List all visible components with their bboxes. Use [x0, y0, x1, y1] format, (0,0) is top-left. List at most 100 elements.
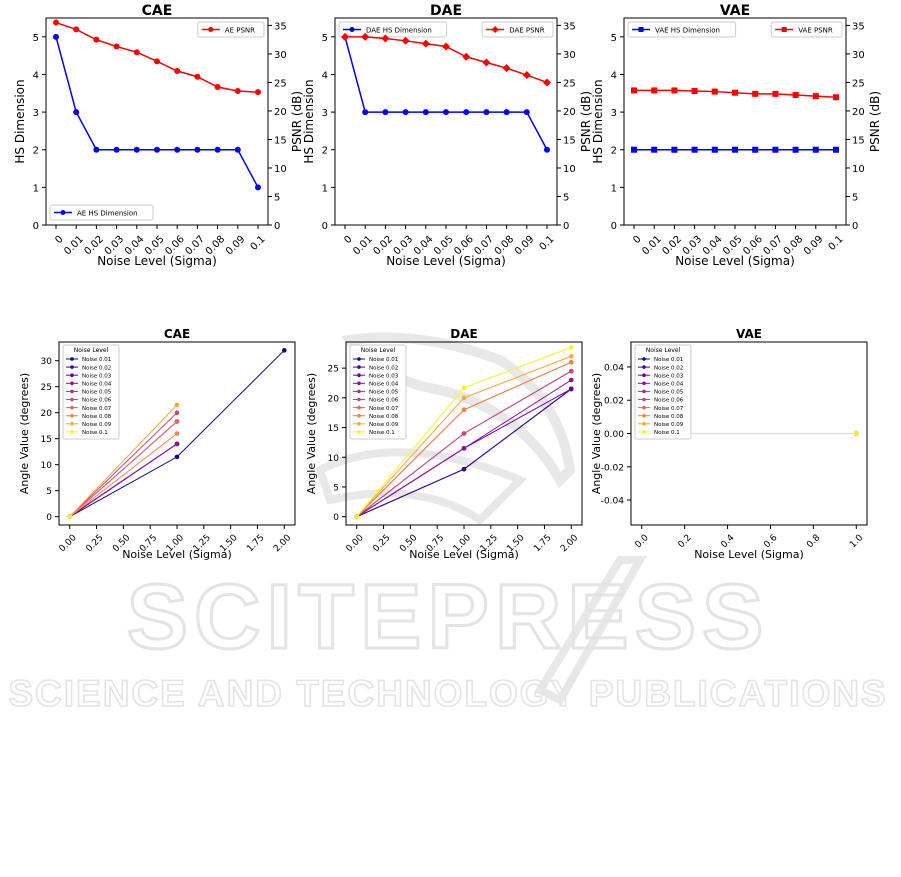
y2-tick-label: 35 [563, 21, 576, 32]
data-point [463, 109, 470, 116]
legend-label: Noise 0.02 [369, 365, 398, 371]
x-tick-label: 0.25 [371, 533, 392, 554]
y-axis-label: Angle Value (degrees) [305, 373, 318, 494]
legend-swatch-marker [642, 413, 646, 418]
x-tick-label: 0.1 [827, 234, 846, 253]
data-point [568, 377, 574, 383]
y-tick-label: 0 [611, 221, 617, 232]
legend-label: Noise 0.09 [82, 422, 112, 428]
data-point [154, 58, 160, 65]
data-point [174, 441, 180, 447]
y-tick-label: 25 [41, 383, 52, 393]
legend-label: Noise 0.01 [369, 357, 398, 363]
data-point [67, 514, 73, 519]
y-axis-label: HS Dimension [591, 79, 605, 163]
legend-swatch-marker [357, 413, 361, 418]
data-point [544, 146, 550, 153]
legend-swatch-marker [357, 365, 361, 369]
x-tick-label: 0.2 [677, 533, 694, 550]
y-tick-label: 1 [322, 183, 328, 194]
legend-label: Noise 0.05 [82, 390, 112, 396]
y-tick-label: -0.04 [601, 497, 625, 507]
plot-frame [45, 17, 269, 226]
data-point [752, 146, 759, 153]
data-point [631, 146, 637, 153]
legend-label: Noise 0.1 [82, 430, 108, 436]
legend-swatch-marker [357, 422, 361, 426]
legend-swatch-marker [70, 373, 74, 378]
y2-tick-label: 5 [274, 192, 280, 203]
legend-label: Noise 0.03 [654, 373, 684, 379]
y2-tick-label: 30 [563, 50, 576, 61]
x-tick-label: 0.09 [802, 234, 826, 258]
data-point [401, 36, 410, 45]
data-point [381, 34, 390, 43]
series-noise-4 [67, 441, 180, 519]
data-point [792, 146, 799, 153]
legend-swatch-marker [642, 389, 646, 394]
data-point [93, 146, 100, 153]
x-tick-label: 1.75 [532, 533, 553, 554]
y-tick-label: 0 [322, 221, 328, 232]
series-noise-10 [354, 345, 574, 519]
y-tick-label: 3 [611, 108, 617, 119]
y-tick-label: 10 [41, 461, 53, 471]
data-point [691, 87, 698, 94]
y-tick-label: 5 [333, 483, 339, 493]
data-point [671, 87, 678, 94]
legend-swatch-marker [642, 430, 646, 434]
legend-swatch-marker [357, 381, 361, 386]
x-tick-label: 1.0 [848, 533, 865, 550]
legend-swatch-marker [70, 397, 74, 402]
data-point [255, 184, 261, 191]
chart-title: VAE [736, 327, 762, 341]
data-point [523, 109, 530, 116]
legend-swatch-marker [642, 422, 646, 426]
x-tick-label: 0.01 [351, 234, 375, 258]
legend-label: Noise 0.03 [82, 373, 112, 379]
legend-label: Noise 0.06 [82, 398, 112, 404]
series-hs-dimension [342, 33, 550, 153]
data-point [568, 359, 574, 365]
legend: AE HS Dimension [49, 204, 154, 221]
x-axis-label: Noise Level (Sigma) [409, 548, 519, 561]
y-tick-label: 4 [33, 70, 39, 81]
x-tick-label: 0 [53, 234, 65, 246]
legend-swatch-marker [357, 389, 361, 394]
data-point [461, 395, 467, 401]
legend-frame [197, 21, 265, 38]
y-tick-label: 10 [328, 454, 340, 464]
data-point [732, 89, 738, 96]
legend-title: Noise Level [646, 347, 681, 354]
legend-label: Noise 0.04 [369, 382, 399, 388]
legend: Noise Level Noise 0.01 Noise 0.02 Noise 0.0… [62, 344, 120, 440]
y2-axis-label: PSNR (dB) [868, 91, 882, 152]
y-tick-label: 1 [611, 183, 617, 194]
x-tick-label: 0.01 [640, 234, 664, 258]
bottom-chart-3: VAE-0.04-0.020.000.020.040.0 0.2 0.4 0.6 0.8… [590, 327, 868, 561]
legend-frame [770, 21, 843, 38]
x-axis-label: Noise Level (Sigma) [97, 254, 217, 268]
data-point [281, 348, 287, 353]
legend: DAE HS Dimension [338, 21, 448, 38]
legend-label: AE PSNR [225, 27, 255, 35]
legend: VAE PSNR [770, 21, 843, 38]
data-point [234, 146, 241, 153]
legend-label: Noise 0.02 [82, 365, 111, 371]
y2-tick-label: 35 [274, 21, 287, 32]
y-axis-label: Angle Value (degrees) [590, 373, 603, 494]
data-point [462, 52, 471, 61]
x-axis-label: Noise Level (Sigma) [386, 254, 506, 268]
y-tick-label: 4 [611, 70, 617, 81]
legend-label: Noise 0.04 [654, 382, 684, 388]
legend-swatch-marker [357, 373, 361, 378]
legend-swatch-marker [642, 373, 646, 378]
legend-swatch-marker [642, 397, 646, 402]
data-point [772, 146, 779, 153]
y2-tick-label: 20 [274, 107, 287, 118]
y-tick-label: 20 [41, 409, 53, 419]
chart-title: CAE [142, 3, 173, 19]
data-point [422, 109, 429, 116]
